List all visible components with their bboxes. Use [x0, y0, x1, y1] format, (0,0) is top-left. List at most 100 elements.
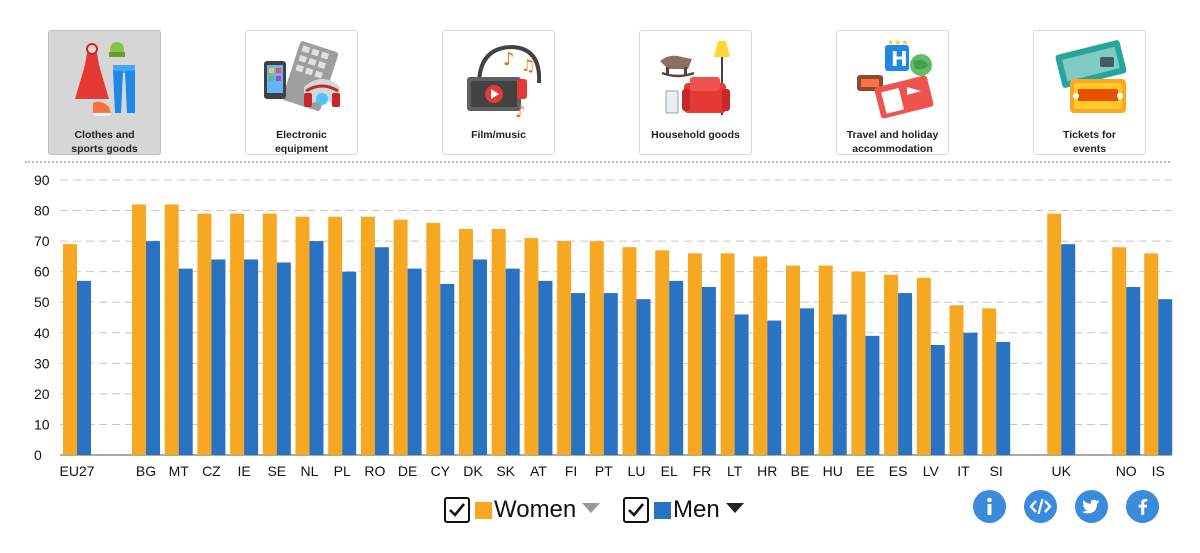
bar-men-lu[interactable]: [636, 299, 651, 455]
bar-men-pl[interactable]: [342, 271, 357, 455]
category-label: Household goods: [651, 129, 740, 141]
facebook-icon: [1138, 498, 1148, 515]
bar-men-ro[interactable]: [374, 247, 389, 455]
x-tick-label: AT: [530, 463, 547, 479]
women-dropdown-caret-icon[interactable]: [582, 503, 601, 513]
women-checkbox[interactable]: [444, 497, 470, 523]
x-tick-label: LV: [923, 463, 940, 479]
bar-men-hr[interactable]: [767, 320, 782, 455]
bar-men-si[interactable]: [996, 341, 1011, 455]
bar-men-nl[interactable]: [309, 241, 324, 455]
category-household-button[interactable]: Household goods: [639, 30, 752, 155]
bar-women-lu[interactable]: [622, 247, 637, 455]
bar-women-eu27[interactable]: [63, 244, 77, 455]
category-label: equipment: [274, 143, 329, 155]
bar-men-es[interactable]: [898, 293, 913, 455]
bar-men-be[interactable]: [800, 308, 814, 455]
x-tick-label: ES: [889, 463, 908, 479]
bar-women-es[interactable]: [884, 274, 899, 455]
bar-women-lv[interactable]: [916, 277, 931, 455]
bar-women-fr[interactable]: [687, 253, 702, 455]
bar-men-cy[interactable]: [440, 283, 455, 455]
category-tickets-button[interactable]: Tickets for events: [1033, 30, 1146, 155]
bar-men-de[interactable]: [407, 268, 422, 455]
bar-women-uk[interactable]: [1047, 213, 1062, 455]
bar-men-ie[interactable]: [244, 259, 259, 455]
bar-men-no[interactable]: [1126, 286, 1141, 455]
bar-men-lt[interactable]: [734, 314, 749, 455]
bar-women-de[interactable]: [393, 219, 408, 455]
bar-women-bg[interactable]: [132, 204, 146, 455]
bar-women-hu[interactable]: [818, 265, 833, 455]
bar-men-fi[interactable]: [571, 293, 586, 455]
category-label: Clothes and: [74, 129, 135, 141]
bar-women-be[interactable]: [786, 265, 800, 455]
bar-men-pt[interactable]: [603, 293, 618, 455]
category-travel-button[interactable]: H ★★★ Travel and holiday accommodation: [836, 30, 949, 155]
y-tick-label: 90: [34, 172, 50, 188]
bar-women-si[interactable]: [982, 308, 997, 455]
bar-women-at[interactable]: [524, 238, 539, 455]
bar-women-ie[interactable]: [230, 213, 245, 455]
bar-chart: 0 10 20 30 40 50 60 70 80 90 EU27 BG MT CZ IE SE NL PL RO D…: [34, 172, 1173, 479]
bar-women-dk[interactable]: [459, 228, 473, 455]
bar-women-nl[interactable]: [295, 216, 310, 455]
bar-women-cy[interactable]: [426, 222, 441, 455]
men-checkbox[interactable]: [623, 497, 649, 523]
bar-men-lv[interactable]: [930, 345, 945, 455]
bar-women-sk[interactable]: [491, 228, 506, 455]
bar-women-is[interactable]: [1144, 253, 1159, 455]
bar-women-mt[interactable]: [164, 204, 179, 455]
bar-men-at[interactable]: [538, 280, 553, 455]
bar-men-se[interactable]: [276, 262, 291, 456]
bar-men-hu[interactable]: [832, 314, 847, 455]
embed-button[interactable]: [1024, 490, 1057, 523]
bar-women-it[interactable]: [949, 305, 964, 455]
bar-women-el[interactable]: [655, 250, 670, 455]
bar-men-uk[interactable]: [1061, 244, 1076, 455]
x-tick-label: BE: [791, 463, 810, 479]
bar-women-lt[interactable]: [720, 253, 735, 455]
bar-men-cz[interactable]: [211, 259, 226, 455]
svg-text:♪: ♪: [515, 102, 525, 121]
bar-women-ro[interactable]: [360, 216, 375, 455]
bar-women-no[interactable]: [1112, 247, 1127, 455]
bar-men-ee[interactable]: [865, 335, 880, 455]
x-tick-label: NL: [301, 463, 319, 479]
twitter-button[interactable]: [1075, 490, 1108, 523]
bar-men-it[interactable]: [963, 332, 978, 455]
bar-men-eu27[interactable]: [77, 280, 91, 455]
category-clothes-button[interactable]: Clothes and sports goods: [48, 30, 161, 155]
bar-women-fi[interactable]: [557, 241, 572, 455]
x-tick-label: PL: [334, 463, 351, 479]
bar-men-is[interactable]: [1158, 299, 1173, 455]
bar-men-sk[interactable]: [505, 268, 520, 455]
category-electronics-button[interactable]: Electronic equipment: [245, 30, 358, 155]
y-tick-label: 50: [34, 294, 50, 310]
x-tick-label: SK: [496, 463, 515, 479]
x-tick-label: FI: [565, 463, 577, 479]
x-tick-label: LT: [727, 463, 743, 479]
bar-men-fr[interactable]: [701, 286, 716, 455]
bar-women-pl[interactable]: [328, 216, 343, 455]
bar-women-ee[interactable]: [851, 271, 866, 455]
x-tick-label: RO: [364, 463, 385, 479]
bar-men-mt[interactable]: [178, 268, 193, 455]
bar-women-pt[interactable]: [589, 241, 604, 455]
bar-men-dk[interactable]: [473, 259, 487, 455]
y-tick-label: 20: [34, 386, 50, 402]
category-label: Tickets for: [1063, 129, 1116, 141]
checkmark-icon: [628, 503, 645, 517]
bar-women-hr[interactable]: [753, 256, 768, 455]
info-button[interactable]: [973, 490, 1006, 523]
facebook-button[interactable]: [1126, 490, 1159, 523]
y-tick-label: 60: [34, 264, 50, 280]
bar-women-se[interactable]: [262, 213, 277, 455]
men-dropdown-caret-icon[interactable]: [725, 503, 744, 513]
bar-women-cz[interactable]: [197, 213, 212, 455]
bar-men-bg[interactable]: [146, 241, 160, 455]
bar-men-el[interactable]: [669, 280, 684, 455]
category-label: sports goods: [71, 143, 138, 155]
category-film-music-button[interactable]: ♪ ♫ ♪ Film/music: [442, 30, 555, 155]
x-tick-label: FR: [693, 463, 712, 479]
